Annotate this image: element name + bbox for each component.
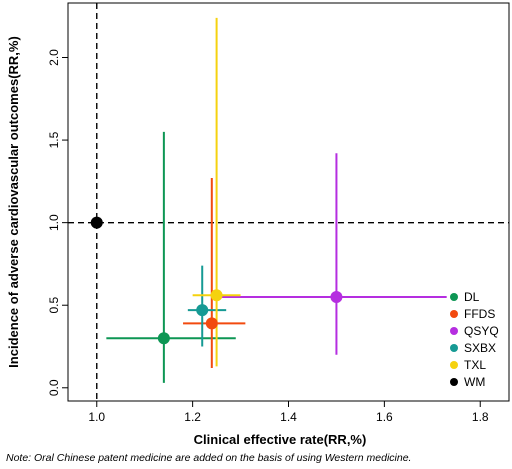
footnote: Note: Oral Chinese patent medicine are a… (6, 452, 412, 464)
legend-label-qsyq: QSYQ (464, 324, 499, 338)
legend-marker-sxbx (450, 344, 458, 352)
x-tick-label: 1.4 (280, 410, 297, 424)
point-qsyq (330, 290, 343, 303)
point-txl (210, 289, 223, 302)
point-sxbx (196, 304, 209, 317)
legend-marker-txl (450, 361, 458, 369)
point-wm (90, 216, 103, 229)
plot-area-frame (67, 2, 510, 402)
legend-label-wm: WM (464, 375, 485, 389)
x-tick-label: 1.0 (88, 410, 105, 424)
y-tick-label: 2.0 (47, 49, 61, 66)
legend-label-ffds: FFDS (464, 307, 495, 321)
legend-marker-wm (450, 378, 458, 386)
legend-label-dl: DL (464, 290, 480, 304)
legend-marker-ffds (450, 310, 458, 318)
x-tick-label: 1.2 (184, 410, 201, 424)
x-tick-label: 1.6 (376, 410, 393, 424)
legend-label-txl: TXL (464, 358, 486, 372)
chart: 1.0 1.2 1.4 1.6 1.8 0.0 0.5 1.0 1.5 2.0 DL FFDS QS… (6, 2, 510, 447)
legend-marker-dl (450, 293, 458, 301)
y-tick-label: 0.5 (47, 297, 61, 314)
legend-label-sxbx: SXBX (464, 341, 496, 355)
x-axis-label: Clinical effective rate(RR,%) (194, 432, 367, 447)
y-axis-label: Incidence of adverse cardiovascular outc… (6, 36, 21, 368)
point-ffds (205, 317, 218, 330)
legend-marker-qsyq (450, 327, 458, 335)
point-dl (157, 332, 170, 345)
x-tick-label: 1.8 (472, 410, 489, 424)
y-tick-label: 1.0 (47, 214, 61, 231)
y-tick-label: 0.0 (47, 379, 61, 396)
y-tick-label: 1.5 (47, 131, 61, 148)
